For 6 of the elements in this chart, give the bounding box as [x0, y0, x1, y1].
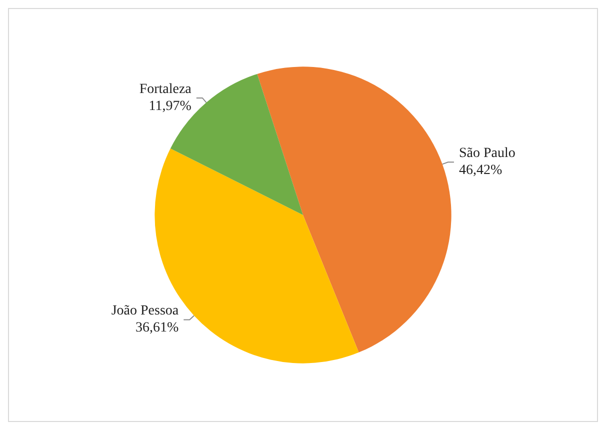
slice-label: João Pessoa [111, 304, 180, 319]
data-label: 46,42% [458, 163, 502, 178]
data-label: 11,97% [148, 98, 192, 114]
data-label: 36,61% [135, 320, 179, 336]
slice-label: Fortaleza [139, 82, 192, 97]
slice-label: São Paulo [458, 146, 516, 162]
